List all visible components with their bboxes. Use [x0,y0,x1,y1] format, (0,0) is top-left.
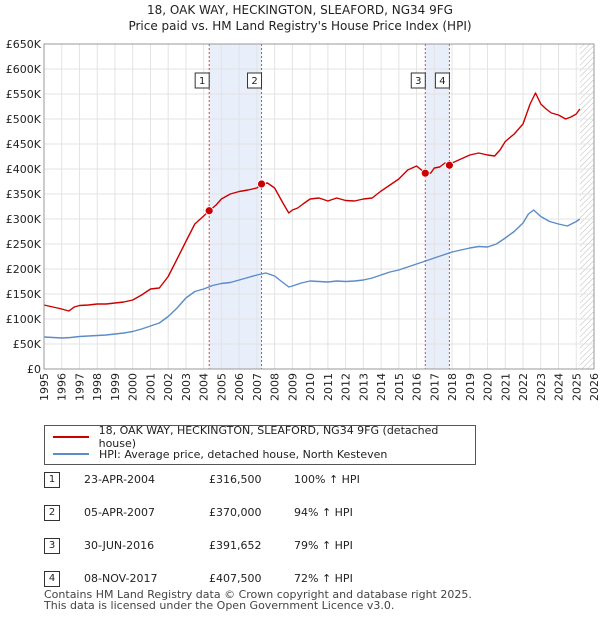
sale-date: 08-NOV-2017 [84,572,158,585]
y-tick-label: £500K [6,113,42,126]
chart-legend: 18, OAK WAY, HECKINGTON, SLEAFORD, NG34 … [44,424,476,465]
x-tick-label: 1995 [38,373,51,401]
x-tick-label: 1998 [91,373,104,401]
x-tick-label: 2006 [233,373,246,401]
x-tick-label: 2019 [464,373,477,401]
x-tick-label: 2000 [127,373,140,401]
sale-marker-badge: 1 [44,472,60,488]
sale-label-box [434,72,450,89]
x-tick-label: 2002 [162,373,175,401]
x-tick-label: 2020 [482,373,495,401]
x-tick-label: 1999 [109,373,122,401]
legend-label-property: 18, OAK WAY, HECKINGTON, SLEAFORD, NG34 … [98,424,439,450]
y-tick-label: £250K [6,238,42,251]
sale-price: £407,500 [209,572,262,585]
sale-label-box [410,72,426,89]
x-tick-label: 2003 [180,373,193,401]
y-tick-label: £600K [6,63,42,76]
x-tick-label: 2008 [269,373,282,401]
x-tick-label: 2013 [357,373,370,401]
price-chart: 18, OAK WAY, HECKINGTON, SLEAFORD, NG34 … [6,3,600,401]
sale-marker-badge: 2 [44,505,60,521]
plot-area [44,44,594,369]
sale-date: 23-APR-2004 [84,473,156,486]
chart-subtitle: Price paid vs. HM Land Registry's House … [128,19,471,33]
x-tick-label: 2024 [553,373,566,401]
y-tick-label: £450K [6,138,42,151]
sale-interval-shade [425,44,450,369]
sale-interval-shade [209,44,262,369]
sale-label-number: 3 [415,76,421,87]
x-tick-label: 2014 [375,373,388,401]
x-tick-label: 2025 [570,373,583,401]
legend-swatch-property [53,436,89,438]
series-line-property [43,92,581,312]
x-tick-label: 2009 [286,373,299,401]
legend-label-hpi: HPI: Average price, detached house, Nort… [99,447,388,461]
x-tick-label: 2011 [322,373,335,401]
sale-row: 2 05-APR-2007 £370,000 94% ↑ HPI [44,505,444,523]
sale-hpi-change: 94% ↑ HPI [294,506,353,519]
x-tick-label: 2012 [340,373,353,401]
y-tick-label: £300K [6,213,42,226]
footer-notice: Contains HM Land Registry data © Crown c… [44,589,472,611]
y-tick-label: £350K [6,188,42,201]
x-tick-label: 2016 [411,373,424,401]
series-line-hpi [43,209,581,339]
sale-date: 05-APR-2007 [84,506,156,519]
sale-label-number: 1 [199,76,205,87]
sale-hpi-change: 79% ↑ HPI [294,539,353,552]
legend-swatch-hpi [53,453,89,455]
sale-point [257,179,266,189]
sale-hpi-change: 100% ↑ HPI [294,473,360,486]
y-tick-label: £0 [27,363,41,376]
y-tick-label: £100K [6,313,42,326]
x-tick-label: 2005 [215,373,228,401]
legend-item-hpi: HPI: Average price, detached house, Nort… [53,446,387,462]
x-tick-label: 2010 [304,373,317,401]
x-tick-label: 2022 [517,373,530,401]
sale-label-box [194,72,210,89]
sale-point [445,160,454,170]
legend-item-property: 18, OAK WAY, HECKINGTON, SLEAFORD, NG34 … [53,424,475,450]
sale-point [204,206,214,216]
sale-row: 4 08-NOV-2017 £407,500 72% ↑ HPI [44,571,444,589]
y-tick-label: £50K [13,338,42,351]
x-tick-label: 2021 [499,373,512,401]
x-tick-label: 2015 [393,373,406,401]
sale-date: 30-JUN-2016 [84,539,155,552]
sale-marker-badge: 4 [44,571,60,587]
y-tick-label: £400K [6,163,42,176]
x-tick-label: 2026 [588,373,600,401]
y-tick-label: £650K [6,38,42,51]
sale-label-number: 2 [251,76,257,87]
sale-point [420,168,430,178]
x-tick-label: 2018 [446,373,459,401]
sale-price: £391,652 [209,539,262,552]
footer-licence: This data is licensed under the Open Gov… [44,599,395,612]
sale-marker-badge: 3 [44,538,60,554]
sale-label-box [247,72,263,89]
x-tick-label: 2004 [198,373,211,401]
x-tick-label: 2017 [428,373,441,401]
sale-row: 3 30-JUN-2016 £391,652 79% ↑ HPI [44,538,444,556]
sale-price: £316,500 [209,473,262,486]
forecast-hatch [579,44,594,369]
sale-hpi-change: 72% ↑ HPI [294,572,353,585]
x-tick-label: 2001 [144,373,157,401]
y-tick-label: £550K [6,88,42,101]
sale-label-number: 4 [439,76,445,87]
plot-border [43,43,595,370]
x-tick-label: 2023 [535,373,548,401]
x-tick-label: 2007 [251,373,264,401]
y-tick-label: £200K [6,263,42,276]
footer-copyright: Contains HM Land Registry data © Crown c… [44,588,472,601]
sale-row: 1 23-APR-2004 £316,500 100% ↑ HPI [44,472,444,490]
x-tick-label: 1997 [73,373,86,401]
chart-title: 18, OAK WAY, HECKINGTON, SLEAFORD, NG34 … [147,3,453,17]
x-tick-label: 1996 [56,373,69,401]
sale-price: £370,000 [209,506,262,519]
y-tick-label: £150K [6,288,42,301]
